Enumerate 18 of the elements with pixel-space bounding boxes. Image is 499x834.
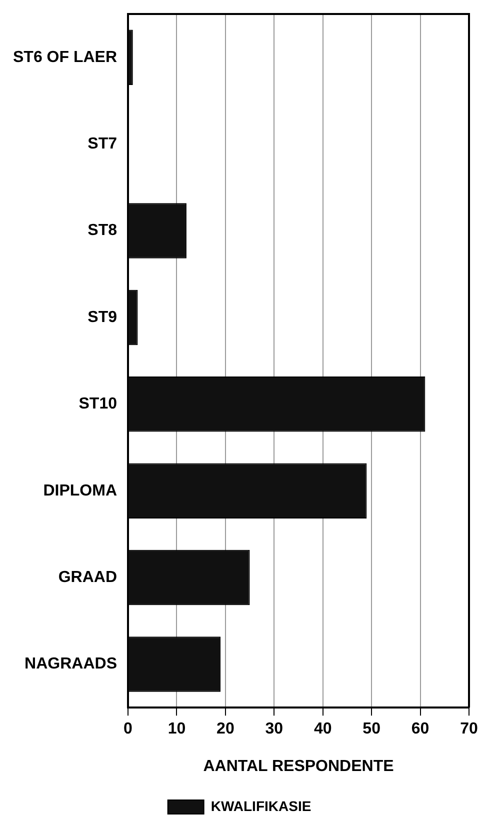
y-tick-label: NAGRAADS bbox=[24, 656, 118, 673]
x-tick-label: 40 bbox=[314, 720, 332, 738]
x-tick-label: 70 bbox=[460, 720, 478, 738]
legend-label: KWALIFIKASIE bbox=[210, 798, 312, 814]
y-tick-label: DIPLOMA bbox=[43, 482, 118, 500]
x-tick-label: 30 bbox=[265, 720, 284, 738]
x-tick-label: 0 bbox=[124, 720, 133, 738]
y-tick-label: ST7 bbox=[88, 135, 118, 152]
y-tick-label: ST8 bbox=[88, 222, 118, 240]
y-tick-label: ST10 bbox=[78, 396, 118, 413]
y-tick-label: ST9 bbox=[88, 308, 118, 326]
y-tick-label: ST6 OF LAER bbox=[12, 48, 118, 66]
x-tick-label: 10 bbox=[168, 720, 186, 738]
y-tick-label: GRAAD bbox=[58, 568, 118, 586]
x-tick-label: 20 bbox=[216, 720, 234, 738]
x-axis-title: AANTAL RESPONDENTE bbox=[203, 758, 394, 775]
x-tick-label: 60 bbox=[411, 720, 430, 738]
x-tick-label: 50 bbox=[362, 720, 381, 738]
